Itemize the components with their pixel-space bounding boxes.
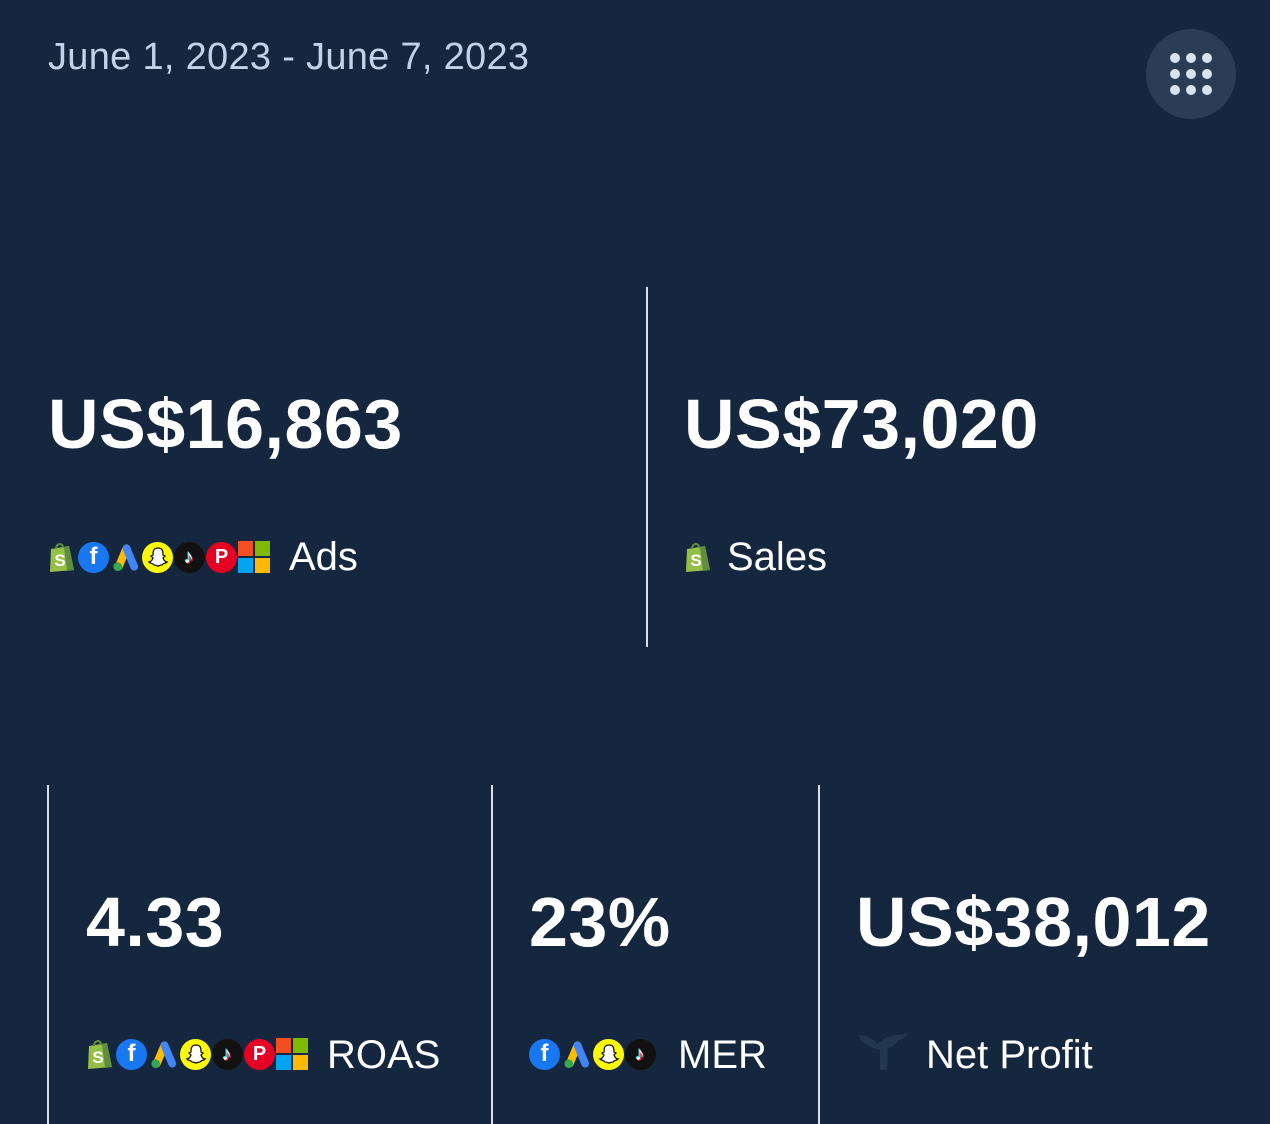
snapchat-icon: [142, 541, 173, 573]
svg-text:S: S: [54, 551, 65, 570]
tiktok-icon: ♪ ♪ ♪: [212, 1038, 243, 1070]
shopify-icon: S: [47, 542, 77, 573]
roas-source-icons: S f ♪ ♪ ♪ P: [85, 1037, 309, 1071]
pinterest-icon: P: [206, 541, 237, 573]
triple-whale-icon: [856, 1032, 910, 1072]
date-range[interactable]: June 1, 2023 - June 7, 2023: [48, 36, 530, 78]
sales-value: US$73,020: [684, 385, 1039, 463]
divider-bottom-mid: [491, 785, 493, 1124]
shopify-icon: S: [85, 1039, 115, 1070]
divider-bottom-right: [818, 785, 820, 1124]
facebook-icon: f: [116, 1038, 147, 1070]
divider-top: [646, 287, 648, 647]
divider-bottom-left: [47, 785, 49, 1124]
pinterest-icon: P: [244, 1038, 275, 1070]
grid-menu-button[interactable]: [1146, 29, 1236, 119]
google-ads-icon: [561, 1039, 592, 1070]
snapchat-icon: [593, 1038, 624, 1070]
facebook-icon: f: [78, 541, 109, 573]
svg-text:S: S: [690, 551, 701, 570]
microsoft-icon: [238, 541, 270, 573]
sales-source-icons: S: [683, 540, 714, 574]
net-profit-value: US$38,012: [856, 883, 1211, 961]
net-profit-label: Net Profit: [926, 1033, 1093, 1077]
tiktok-icon: ♪ ♪ ♪: [625, 1038, 656, 1070]
sales-label: Sales: [727, 535, 828, 579]
ads-source-icons: S f ♪ ♪ ♪ P: [47, 540, 271, 574]
facebook-icon: f: [529, 1038, 560, 1070]
google-ads-icon: [148, 1039, 179, 1070]
mer-value: 23%: [529, 883, 671, 961]
net-profit-source-icons: [856, 1032, 910, 1072]
snapchat-icon: [180, 1038, 211, 1070]
google-ads-icon: [110, 542, 141, 573]
ads-label: Ads: [289, 535, 358, 579]
shopify-icon: S: [683, 542, 713, 573]
svg-text:S: S: [92, 1048, 103, 1067]
mer-source-icons: f ♪ ♪ ♪: [529, 1037, 657, 1071]
roas-value: 4.33: [86, 883, 225, 961]
roas-label: ROAS: [327, 1033, 441, 1077]
microsoft-icon: [276, 1038, 308, 1070]
mer-label: MER: [678, 1033, 767, 1077]
tiktok-icon: ♪ ♪ ♪: [174, 541, 205, 573]
ads-value: US$16,863: [48, 385, 403, 463]
